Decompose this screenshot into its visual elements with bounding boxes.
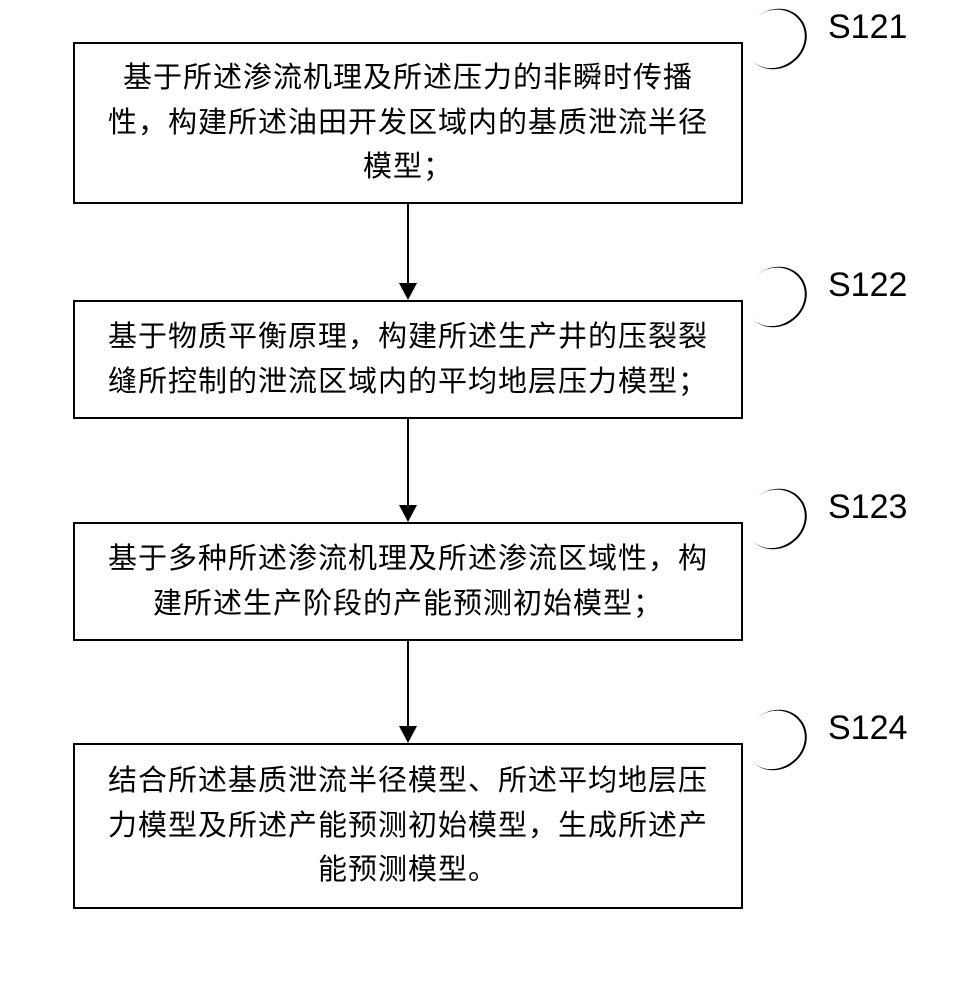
step-label-s123: S123 [828,488,907,527]
step-label-s122: S122 [828,266,907,305]
step-box-s121: 基于所述渗流机理及所述压力的非瞬时传播性，构建所述油田开发区域内的基质泄流半径模… [73,42,743,204]
step-label-s124: S124 [828,709,907,748]
step-box-s123: 基于多种所述渗流机理及所述渗流区域性，构建所述生产阶段的产能预测初始模型； [73,522,743,641]
flowchart-container: 基于所述渗流机理及所述压力的非瞬时传播性，构建所述油田开发区域内的基质泄流半径模… [0,0,954,1000]
label-arc-s124 [733,697,819,783]
step-box-s124: 结合所述基质泄流半径模型、所述平均地层压力模型及所述产能预测初始模型，生成所述产… [73,743,743,909]
arrow-s121-s122 [399,283,417,300]
connector-s123-s124 [407,641,409,726]
connector-s122-s123 [407,419,409,505]
step-box-s122: 基于物质平衡原理，构建所述生产井的压裂裂缝所控制的泄流区域内的平均地层压力模型； [73,300,743,419]
step-text-s122: 基于物质平衡原理，构建所述生产井的压裂裂缝所控制的泄流区域内的平均地层压力模型； [99,315,717,405]
connector-s121-s122 [407,204,409,283]
step-label-s121: S121 [828,8,907,47]
step-text-s124: 结合所述基质泄流半径模型、所述平均地层压力模型及所述产能预测初始模型，生成所述产… [99,759,717,894]
step-text-s121: 基于所述渗流机理及所述压力的非瞬时传播性，构建所述油田开发区域内的基质泄流半径模… [99,56,717,191]
arrow-s122-s123 [399,505,417,522]
arrow-s123-s124 [399,726,417,743]
label-arc-s122 [733,254,819,340]
label-arc-s121 [733,0,819,82]
step-text-s123: 基于多种所述渗流机理及所述渗流区域性，构建所述生产阶段的产能预测初始模型； [99,537,717,627]
label-arc-s123 [733,476,819,562]
